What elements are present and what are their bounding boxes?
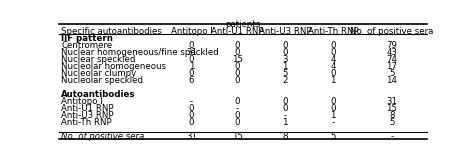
Text: Anti-U3 RNP: Anti-U3 RNP: [61, 111, 114, 120]
Text: -: -: [390, 132, 393, 141]
Text: Nucleolar homogeneous: Nucleolar homogeneous: [61, 62, 166, 71]
Text: 17: 17: [386, 62, 397, 71]
Text: 0: 0: [235, 62, 240, 71]
Text: 15: 15: [232, 55, 243, 64]
Text: Specific autoantibodies: Specific autoantibodies: [61, 27, 162, 36]
Text: 6: 6: [189, 76, 194, 85]
Text: 1: 1: [283, 118, 288, 127]
Text: 3: 3: [283, 55, 288, 64]
Text: 31: 31: [186, 132, 197, 141]
Text: 0: 0: [189, 55, 194, 64]
Text: 0: 0: [189, 111, 194, 120]
Text: 0: 0: [235, 118, 240, 127]
Text: Anti-U3 RNP: Anti-U3 RNP: [259, 27, 311, 36]
Text: 5: 5: [389, 69, 394, 78]
Text: Anti-U1 RNP: Anti-U1 RNP: [211, 27, 264, 36]
Text: 1: 1: [330, 111, 336, 120]
Text: -: -: [283, 111, 287, 120]
Text: 31: 31: [386, 97, 397, 106]
Text: 5: 5: [389, 118, 394, 127]
Text: -: -: [331, 118, 335, 127]
Text: 4: 4: [330, 62, 336, 71]
Text: 0: 0: [283, 41, 288, 50]
Text: 0: 0: [330, 48, 336, 57]
Text: 0: 0: [330, 69, 336, 78]
Text: Nucleolar speckled: Nucleolar speckled: [61, 76, 143, 85]
Text: IIF pattern: IIF pattern: [61, 34, 113, 43]
Text: No. of positive sera: No. of positive sera: [350, 27, 433, 36]
Text: Nuclear homogeneous/fine speckled: Nuclear homogeneous/fine speckled: [61, 48, 219, 57]
Text: 0: 0: [235, 97, 240, 106]
Text: 0: 0: [189, 118, 194, 127]
Text: 0: 0: [189, 41, 194, 50]
Text: 2: 2: [283, 76, 288, 85]
Text: Nuclear speckled: Nuclear speckled: [61, 55, 136, 64]
Text: 0: 0: [330, 104, 336, 113]
Text: 0: 0: [235, 69, 240, 78]
Text: Anti-Th RNP: Anti-Th RNP: [61, 118, 112, 127]
Text: 8: 8: [283, 132, 288, 141]
Text: 0: 0: [283, 104, 288, 113]
Text: 43: 43: [386, 48, 397, 57]
Text: 15: 15: [386, 104, 397, 113]
Text: 0: 0: [189, 104, 194, 113]
Text: Autoantibodies: Autoantibodies: [61, 90, 136, 99]
Text: -: -: [190, 97, 193, 106]
Text: 0: 0: [235, 111, 240, 120]
Text: 0: 0: [235, 41, 240, 50]
Text: 31: 31: [186, 48, 197, 57]
Text: 74: 74: [386, 55, 397, 64]
Text: 1: 1: [283, 62, 288, 71]
Text: -: -: [236, 104, 239, 113]
Text: 5: 5: [283, 69, 288, 78]
Text: Antitopo I: Antitopo I: [61, 97, 103, 106]
Text: 0: 0: [330, 41, 336, 50]
Text: 1: 1: [330, 76, 336, 85]
Text: 4: 4: [330, 55, 336, 64]
Text: 0: 0: [189, 69, 194, 78]
Text: 1: 1: [189, 62, 194, 71]
Text: 5: 5: [330, 132, 336, 141]
Text: Nucleolar clumpy: Nucleolar clumpy: [61, 69, 137, 78]
Text: Anti-Th RNP: Anti-Th RNP: [308, 27, 358, 36]
Text: patients: patients: [225, 20, 261, 29]
Text: 0: 0: [283, 48, 288, 57]
Text: No. of positive sera: No. of positive sera: [61, 132, 145, 141]
Text: 0: 0: [235, 76, 240, 85]
Text: 8: 8: [389, 111, 394, 120]
Text: Antitopo I: Antitopo I: [171, 27, 212, 36]
Text: 0: 0: [330, 97, 336, 106]
Text: 79: 79: [386, 41, 397, 50]
Text: 0: 0: [235, 48, 240, 57]
Text: Anti-U1 RNP: Anti-U1 RNP: [61, 104, 114, 113]
Text: 15: 15: [232, 132, 243, 141]
Text: Centromere: Centromere: [61, 41, 112, 50]
Text: 14: 14: [386, 76, 397, 85]
Text: 0: 0: [283, 97, 288, 106]
